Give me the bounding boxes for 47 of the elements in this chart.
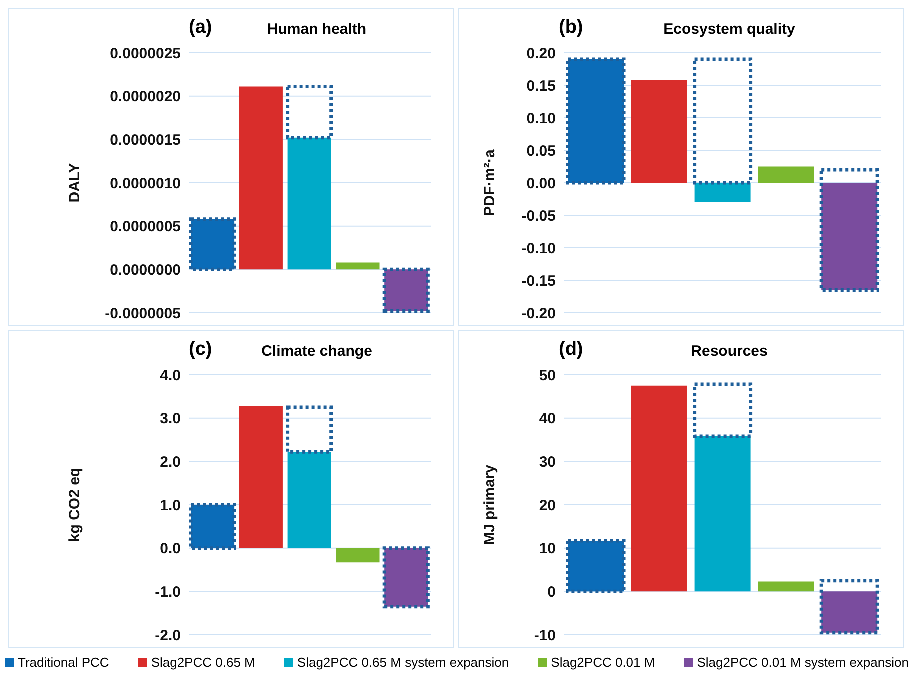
y-tick-label: -0.20 — [522, 305, 556, 322]
chart-title: Resources — [691, 343, 768, 360]
y-tick-label: 0.0000015 — [110, 132, 181, 149]
chart-title: Ecosystem quality — [664, 21, 796, 38]
y-tick-label: 4.0 — [160, 367, 181, 384]
legend-label: Slag2PCC 0.65 M — [150, 655, 256, 670]
legend-label: Slag2PCC 0.01 M — [550, 655, 656, 670]
y-tick-label: 50 — [539, 367, 556, 384]
y-tick-label: -10 — [534, 627, 556, 644]
y-tick-label: -0.15 — [522, 272, 556, 290]
y-tick-label: 0.0000025 — [110, 45, 181, 62]
y-axis-title: kg CO2 eq — [66, 468, 84, 542]
chart-title: Climate change — [262, 343, 372, 360]
y-tick-label: 0.0000020 — [110, 88, 181, 106]
y-tick-label: 40 — [539, 410, 556, 428]
chart-title: Human health — [267, 21, 367, 38]
y-tick-label: 0.0000010 — [110, 175, 181, 192]
y-tick-label: 30 — [539, 454, 556, 471]
y-axis-title: MJ primary — [481, 464, 498, 546]
legend-label: Slag2PCC 0.01 M system expansion — [696, 655, 909, 670]
y-tick-label: 1.0 — [160, 497, 181, 514]
y-tick-label: 0.00 — [526, 175, 556, 192]
legend-label: Traditional PCC — [17, 655, 110, 670]
text: (d) — [559, 339, 584, 361]
y-axis-title: PDF·m²·a — [481, 149, 498, 216]
y-tick-label: 0.15 — [526, 78, 556, 95]
y-tick-label: 0.0000005 — [110, 218, 181, 236]
y-tick-label: -0.0000005 — [105, 305, 181, 322]
y-tick-label: 0.0000000 — [110, 262, 181, 279]
y-tick-label: 0.20 — [526, 45, 556, 62]
y-tick-label: 0.0 — [160, 540, 181, 558]
y-tick-label: 0 — [548, 584, 556, 601]
y-tick-label: 3.0 — [160, 410, 181, 428]
y-tick-label: 2.0 — [160, 454, 181, 471]
y-tick-label: 10 — [539, 540, 556, 558]
y-tick-label: 0.05 — [526, 142, 556, 160]
y-tick-label: 20 — [539, 497, 556, 514]
y-tick-label: -2.0 — [155, 627, 181, 644]
text: (b) — [559, 17, 584, 39]
y-tick-label: -1.0 — [155, 584, 181, 601]
y-axis-title: DALY — [66, 163, 84, 203]
y-tick-label: -0.10 — [522, 240, 556, 258]
y-tick-label: 0.10 — [526, 110, 556, 128]
text: (c) — [189, 339, 212, 361]
text: (a) — [189, 17, 212, 39]
y-tick-label: -0.05 — [522, 208, 556, 225]
legend-label: Slag2PCC 0.65 M system expansion — [296, 655, 510, 670]
